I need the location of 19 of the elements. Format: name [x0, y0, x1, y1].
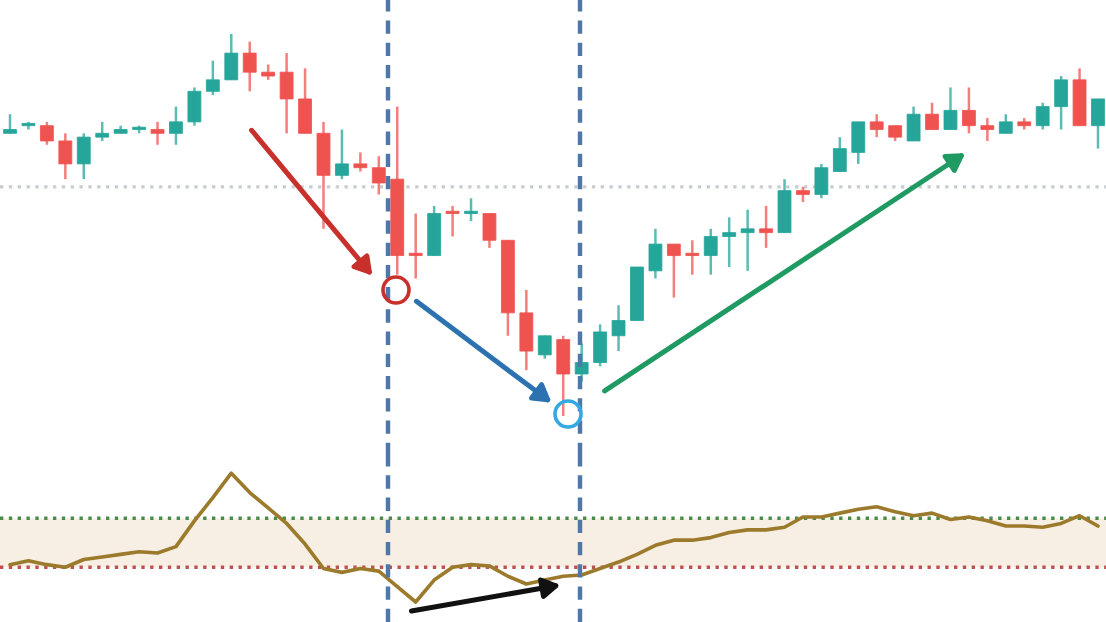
candlestick: [205, 59, 220, 97]
candlestick: [150, 120, 165, 147]
candlestick: [169, 105, 183, 147]
candlestick: [998, 112, 1013, 135]
candlestick: [40, 120, 54, 147]
candlestick: [298, 67, 312, 135]
candlestick: [76, 132, 91, 181]
candlestick: [113, 124, 128, 135]
candlestick: [630, 265, 644, 322]
candlestick: [666, 242, 681, 299]
candlestick: [722, 216, 737, 269]
candlestick: [371, 154, 386, 196]
candlestick: [759, 204, 773, 250]
candlestick: [335, 128, 349, 181]
candlestick: [3, 112, 17, 135]
candlestick: [906, 105, 921, 143]
candlestick: [537, 334, 552, 360]
candlestick: [95, 120, 110, 143]
candlestick: [482, 212, 497, 250]
